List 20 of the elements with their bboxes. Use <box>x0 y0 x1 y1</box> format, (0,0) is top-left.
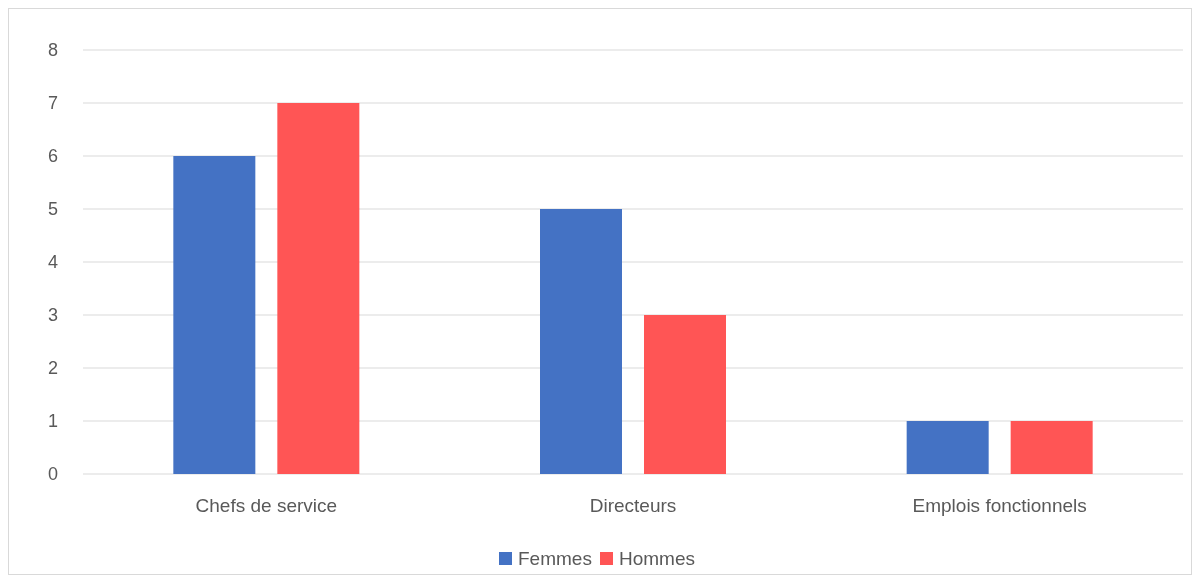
bar <box>906 421 989 474</box>
x-tick-label: Chefs de service <box>195 495 338 516</box>
y-tick-label: 5 <box>47 199 59 220</box>
y-tick-label: 0 <box>47 464 59 485</box>
y-tick-label: 4 <box>47 252 59 273</box>
x-tick-label: Directeurs <box>589 495 677 516</box>
y-tick-label: 1 <box>47 411 59 432</box>
y-tick-label: 6 <box>47 146 59 167</box>
bar <box>173 156 256 474</box>
legend-label: Hommes <box>619 547 696 569</box>
bar <box>1010 421 1093 474</box>
legend-label: Femmes <box>518 547 592 569</box>
y-tick-label: 8 <box>47 40 59 61</box>
bar <box>644 315 726 474</box>
y-tick-label: 3 <box>47 305 59 326</box>
y-tick-label: 7 <box>47 93 59 114</box>
bar <box>277 103 360 474</box>
bar <box>540 209 622 474</box>
x-tick-label: Emplois fonctionnels <box>912 495 1087 516</box>
y-tick-label: 2 <box>47 358 59 379</box>
